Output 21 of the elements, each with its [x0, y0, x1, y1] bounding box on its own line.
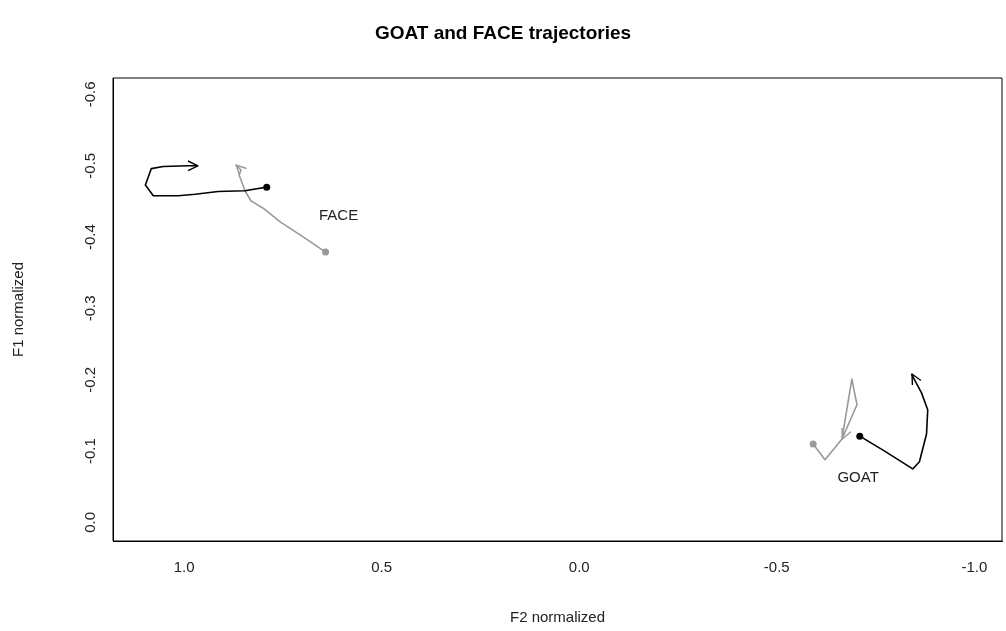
point	[322, 248, 330, 256]
x-tick-label: 0.0	[568, 558, 590, 576]
y-tick-label: -0.5	[81, 152, 99, 179]
annotation: GOAT	[837, 468, 879, 486]
x-axis-title: F2 normalized	[509, 608, 606, 626]
y-tick-label: -0.3	[81, 295, 99, 322]
x-tick-label: -1.0	[961, 558, 988, 576]
y-tick-label: -0.1	[81, 438, 99, 465]
x-tick-label: -0.5	[763, 558, 790, 576]
y-tick-label: -0.4	[81, 224, 99, 251]
x-tick-label: 1.0	[173, 558, 195, 576]
point	[263, 183, 271, 191]
point	[809, 440, 817, 448]
y-tick-label: -0.2	[81, 366, 99, 393]
x-tick-label: 0.5	[371, 558, 393, 576]
annotation: FACE	[318, 206, 359, 224]
y-tick-label: -0.6	[81, 81, 99, 108]
point	[856, 432, 864, 440]
chart-title: GOAT and FACE trajectories	[373, 22, 633, 44]
y-axis-title: F1 normalized	[9, 261, 27, 358]
y-tick-label: 0.0	[81, 512, 99, 533]
